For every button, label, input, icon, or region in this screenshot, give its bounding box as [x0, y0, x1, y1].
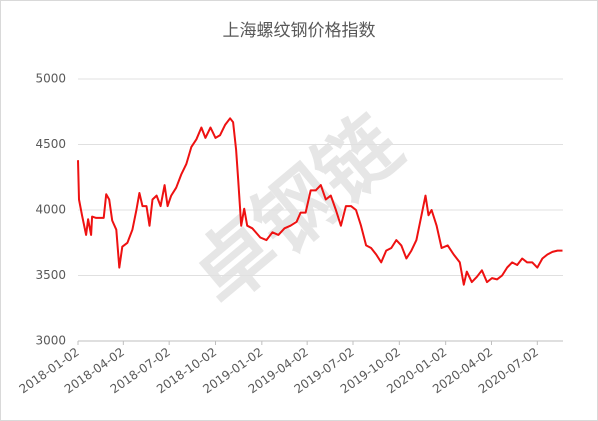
y-tick-label: 4000 [35, 203, 66, 217]
y-tick-label: 3500 [35, 268, 66, 282]
y-tick-label: 3000 [35, 334, 66, 348]
y-tick-label: 5000 [35, 72, 66, 86]
y-tick-label: 4500 [35, 137, 66, 151]
line [77, 117, 563, 286]
chart-title: 上海螺纹钢价格指数 [223, 21, 376, 41]
